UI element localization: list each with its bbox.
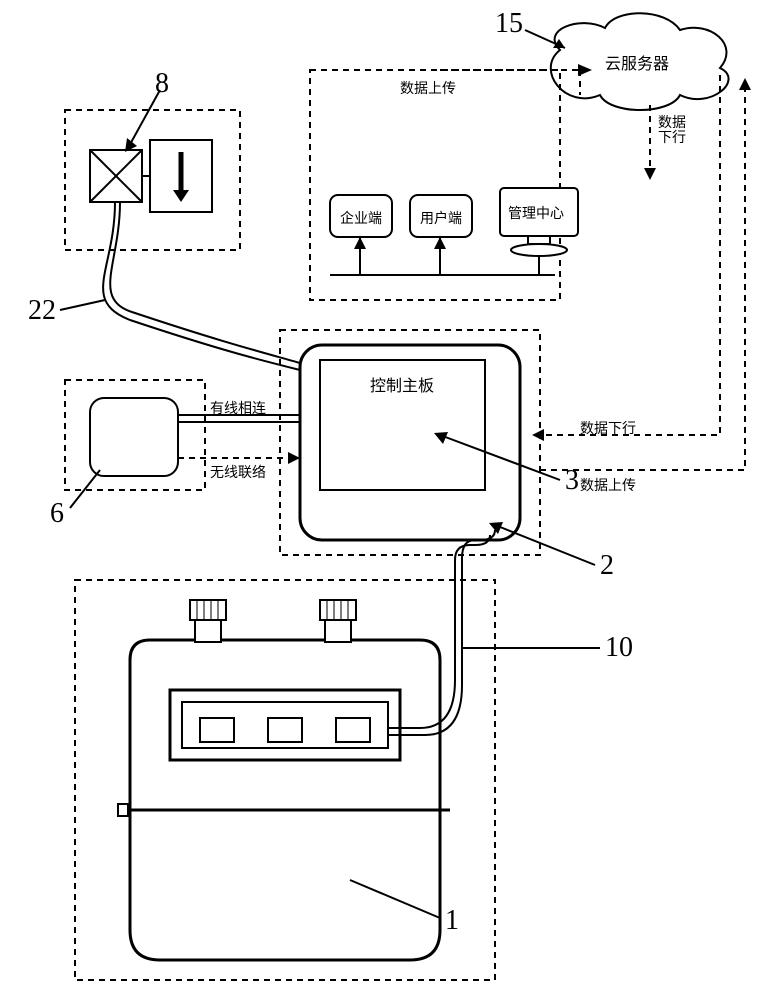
- callout-3: 3: [565, 465, 579, 497]
- meter-inlet: [190, 600, 226, 642]
- meter-outlet: [320, 600, 356, 642]
- sensor-box: [90, 398, 178, 476]
- download-label-1: 数据 下行: [658, 115, 686, 146]
- callout-15: 15: [495, 8, 523, 40]
- mgmt-label: 管理中心: [508, 203, 564, 223]
- cloud-label: 云服务器: [605, 50, 669, 74]
- callout-10: 10: [605, 632, 633, 664]
- callout-1: 1: [445, 905, 459, 937]
- diagram-svg: [0, 0, 773, 1000]
- ctrl-board-label: 控制主板: [370, 372, 434, 396]
- enterprise-label: 企业端: [340, 208, 382, 228]
- upload-label-2: 数据上传: [580, 475, 636, 495]
- callout-22: 22: [28, 295, 56, 327]
- upload-label-1: 数据上传: [400, 78, 456, 98]
- wired-label: 有线相连: [210, 398, 266, 418]
- wireless-label: 无线联络: [210, 462, 266, 482]
- callout-8: 8: [155, 68, 169, 100]
- callout-6: 6: [50, 498, 64, 530]
- user-label: 用户端: [420, 208, 462, 228]
- callout-2: 2: [600, 550, 614, 582]
- download-label-2: 数据下行: [580, 418, 636, 438]
